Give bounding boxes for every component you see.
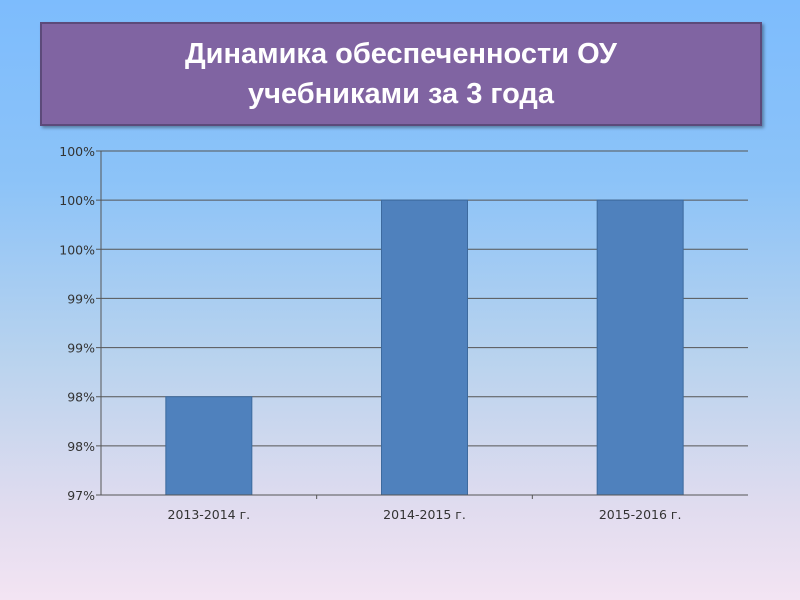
y-tick-label: 100% [59,242,95,257]
x-tick-label: 2013-2014 г. [168,507,251,522]
x-tick-label: 2014-2015 г. [383,507,466,522]
y-tick-label: 99% [67,291,95,306]
bar [165,396,253,496]
x-tick-label: 2015-2016 г. [599,507,682,522]
bar [381,199,468,496]
y-tick-label: 98% [67,390,95,405]
y-tick-label: 97% [67,488,95,503]
y-tick-label: 99% [67,341,95,356]
title-box: Динамика обеспеченности ОУ учебниками за… [40,22,762,126]
bar [596,199,684,496]
y-tick-label: 98% [67,439,95,454]
y-tick-label: 100% [59,144,95,159]
chart-title: Динамика обеспеченности ОУ учебниками за… [185,38,617,110]
y-tick-label: 100% [59,193,95,208]
